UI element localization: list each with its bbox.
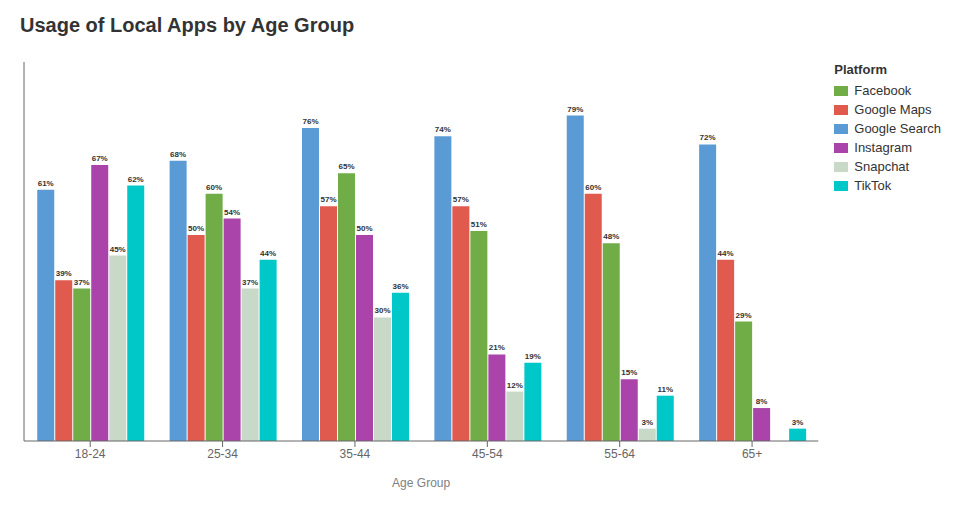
svg-text:57%: 57%	[453, 195, 469, 204]
svg-text:44%: 44%	[260, 249, 276, 258]
svg-text:62%: 62%	[128, 175, 144, 184]
svg-text:37%: 37%	[242, 278, 258, 287]
svg-text:65%: 65%	[338, 162, 354, 171]
svg-text:45%: 45%	[110, 245, 126, 254]
svg-text:3%: 3%	[641, 418, 653, 427]
html-text:Google Search: Google Search	[854, 121, 941, 136]
svg-text:79%: 79%	[567, 105, 583, 114]
svg-text:60%: 60%	[206, 183, 222, 192]
svg-text:18-24: 18-24	[75, 447, 106, 461]
svg-text:37%: 37%	[74, 278, 90, 287]
svg-text:3%: 3%	[792, 418, 804, 427]
svg-text:60%: 60%	[585, 183, 601, 192]
svg-text:45-54: 45-54	[472, 447, 503, 461]
svg-text:19%: 19%	[525, 352, 541, 361]
svg-text:48%: 48%	[603, 232, 619, 241]
svg-text:44%: 44%	[718, 249, 734, 258]
svg-text:8%: 8%	[756, 397, 768, 406]
svg-text:54%: 54%	[224, 208, 240, 217]
svg-text:67%: 67%	[92, 154, 108, 163]
svg-text:72%: 72%	[700, 133, 716, 142]
svg-text:25-34: 25-34	[207, 447, 238, 461]
svg-text:74%: 74%	[435, 125, 451, 134]
svg-text:35-44: 35-44	[340, 447, 371, 461]
svg-text:50%: 50%	[188, 224, 204, 233]
svg-text:39%: 39%	[56, 269, 72, 278]
svg-text:30%: 30%	[374, 306, 390, 315]
html-text:Google Maps: Google Maps	[854, 102, 932, 117]
svg-text:55-64: 55-64	[604, 447, 635, 461]
svg-text:68%: 68%	[170, 150, 186, 159]
svg-text:29%: 29%	[736, 311, 752, 320]
html-text:Usage of Local Apps by Age Gro: Usage of Local Apps by Age Group	[20, 14, 355, 36]
html-text:Platform: Platform	[834, 62, 887, 77]
html-text:Facebook: Facebook	[854, 83, 912, 98]
svg-text:65+: 65+	[742, 447, 762, 461]
svg-text:Age Group: Age Group	[392, 476, 450, 490]
html-text:Snapchat: Snapchat	[854, 159, 910, 174]
svg-text:21%: 21%	[489, 343, 505, 352]
html-text:Instagram: Instagram	[854, 140, 913, 155]
html-text:TikTok: TikTok	[854, 178, 892, 193]
svg-text:36%: 36%	[392, 282, 408, 291]
svg-text:57%: 57%	[320, 195, 336, 204]
svg-text:11%: 11%	[657, 385, 673, 394]
svg-text:76%: 76%	[302, 117, 318, 126]
svg-text:50%: 50%	[356, 224, 372, 233]
svg-text:15%: 15%	[621, 368, 637, 377]
svg-text:12%: 12%	[507, 381, 523, 390]
svg-text:51%: 51%	[471, 220, 487, 229]
svg-text:61%: 61%	[38, 179, 54, 188]
